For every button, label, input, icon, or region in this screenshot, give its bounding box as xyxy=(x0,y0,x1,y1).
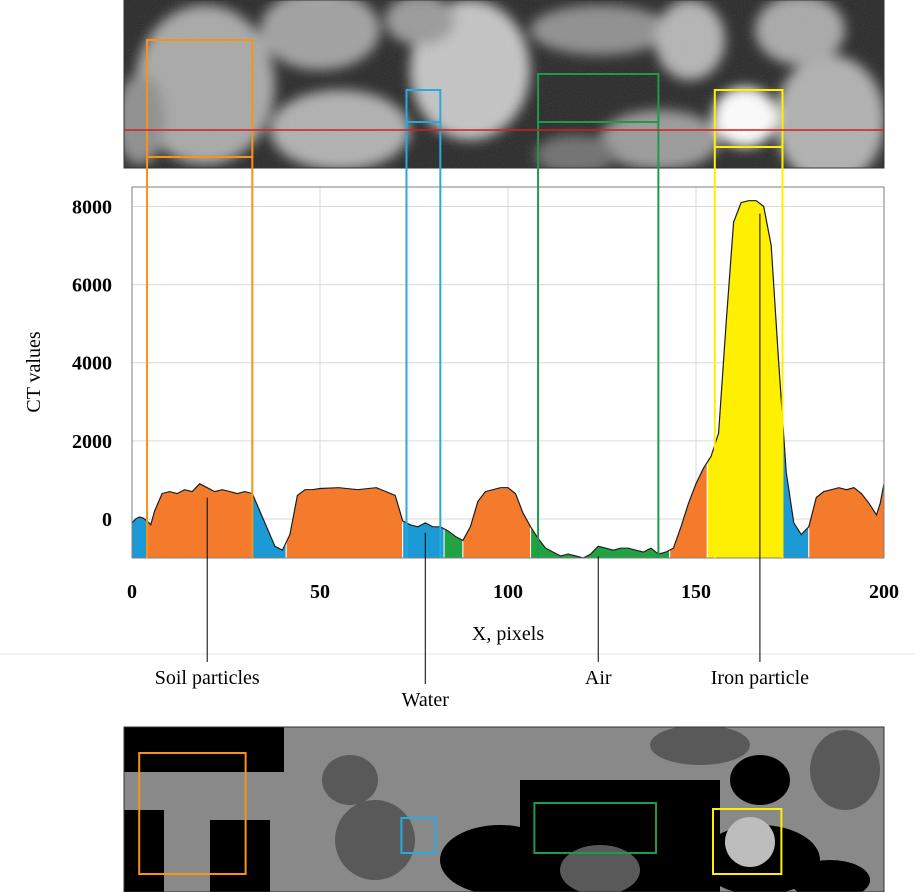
callout-label: Iron particle xyxy=(711,667,809,689)
y-tick-label: 0 xyxy=(102,509,112,531)
roi-box-top-soil xyxy=(146,39,254,158)
x-tick-label: 200 xyxy=(869,581,899,603)
segment-area-water xyxy=(131,516,148,559)
profile-line xyxy=(131,200,885,559)
callout-label: Water xyxy=(402,689,450,711)
segment-area-soil xyxy=(462,487,532,559)
callout-label: Air xyxy=(585,667,612,689)
x-tick-label: 0 xyxy=(127,581,137,603)
roi-box-bottom-water xyxy=(400,817,437,854)
x-tick-label: 100 xyxy=(493,581,523,603)
roi-box-bottom-soil xyxy=(138,752,247,875)
callout-label: Soil particles xyxy=(155,667,260,689)
roi-box-bottom-iron xyxy=(712,808,783,875)
segment-area-water xyxy=(251,493,287,559)
segment-area-air xyxy=(530,525,671,559)
callouts: Soil particles Water Air Iron particle xyxy=(155,213,809,711)
segment-area-water xyxy=(781,417,810,559)
roi-box-bottom-air xyxy=(533,802,658,854)
segmented-image xyxy=(124,727,884,892)
roi-box-top-iron xyxy=(713,89,784,148)
roi-boxes xyxy=(138,39,784,875)
x-axis-title: X, pixels xyxy=(472,623,544,645)
ct-slice-image xyxy=(124,0,884,168)
x-tick-label: 50 xyxy=(310,581,330,603)
x-tick-label: 150 xyxy=(681,581,711,603)
segment-area-air xyxy=(443,527,464,559)
roi-box-top-water xyxy=(405,89,442,123)
y-axis-title: CT values xyxy=(23,331,45,413)
plot-frame xyxy=(131,186,885,559)
y-tick-label: 4000 xyxy=(72,353,112,375)
y-tick-label: 8000 xyxy=(72,197,112,219)
y-tick-label: 2000 xyxy=(72,431,112,453)
segment-area-soil xyxy=(285,487,404,559)
roi-box-top-air xyxy=(537,73,660,123)
segment-area-soil xyxy=(146,483,253,559)
y-tick-label: 6000 xyxy=(72,275,112,297)
